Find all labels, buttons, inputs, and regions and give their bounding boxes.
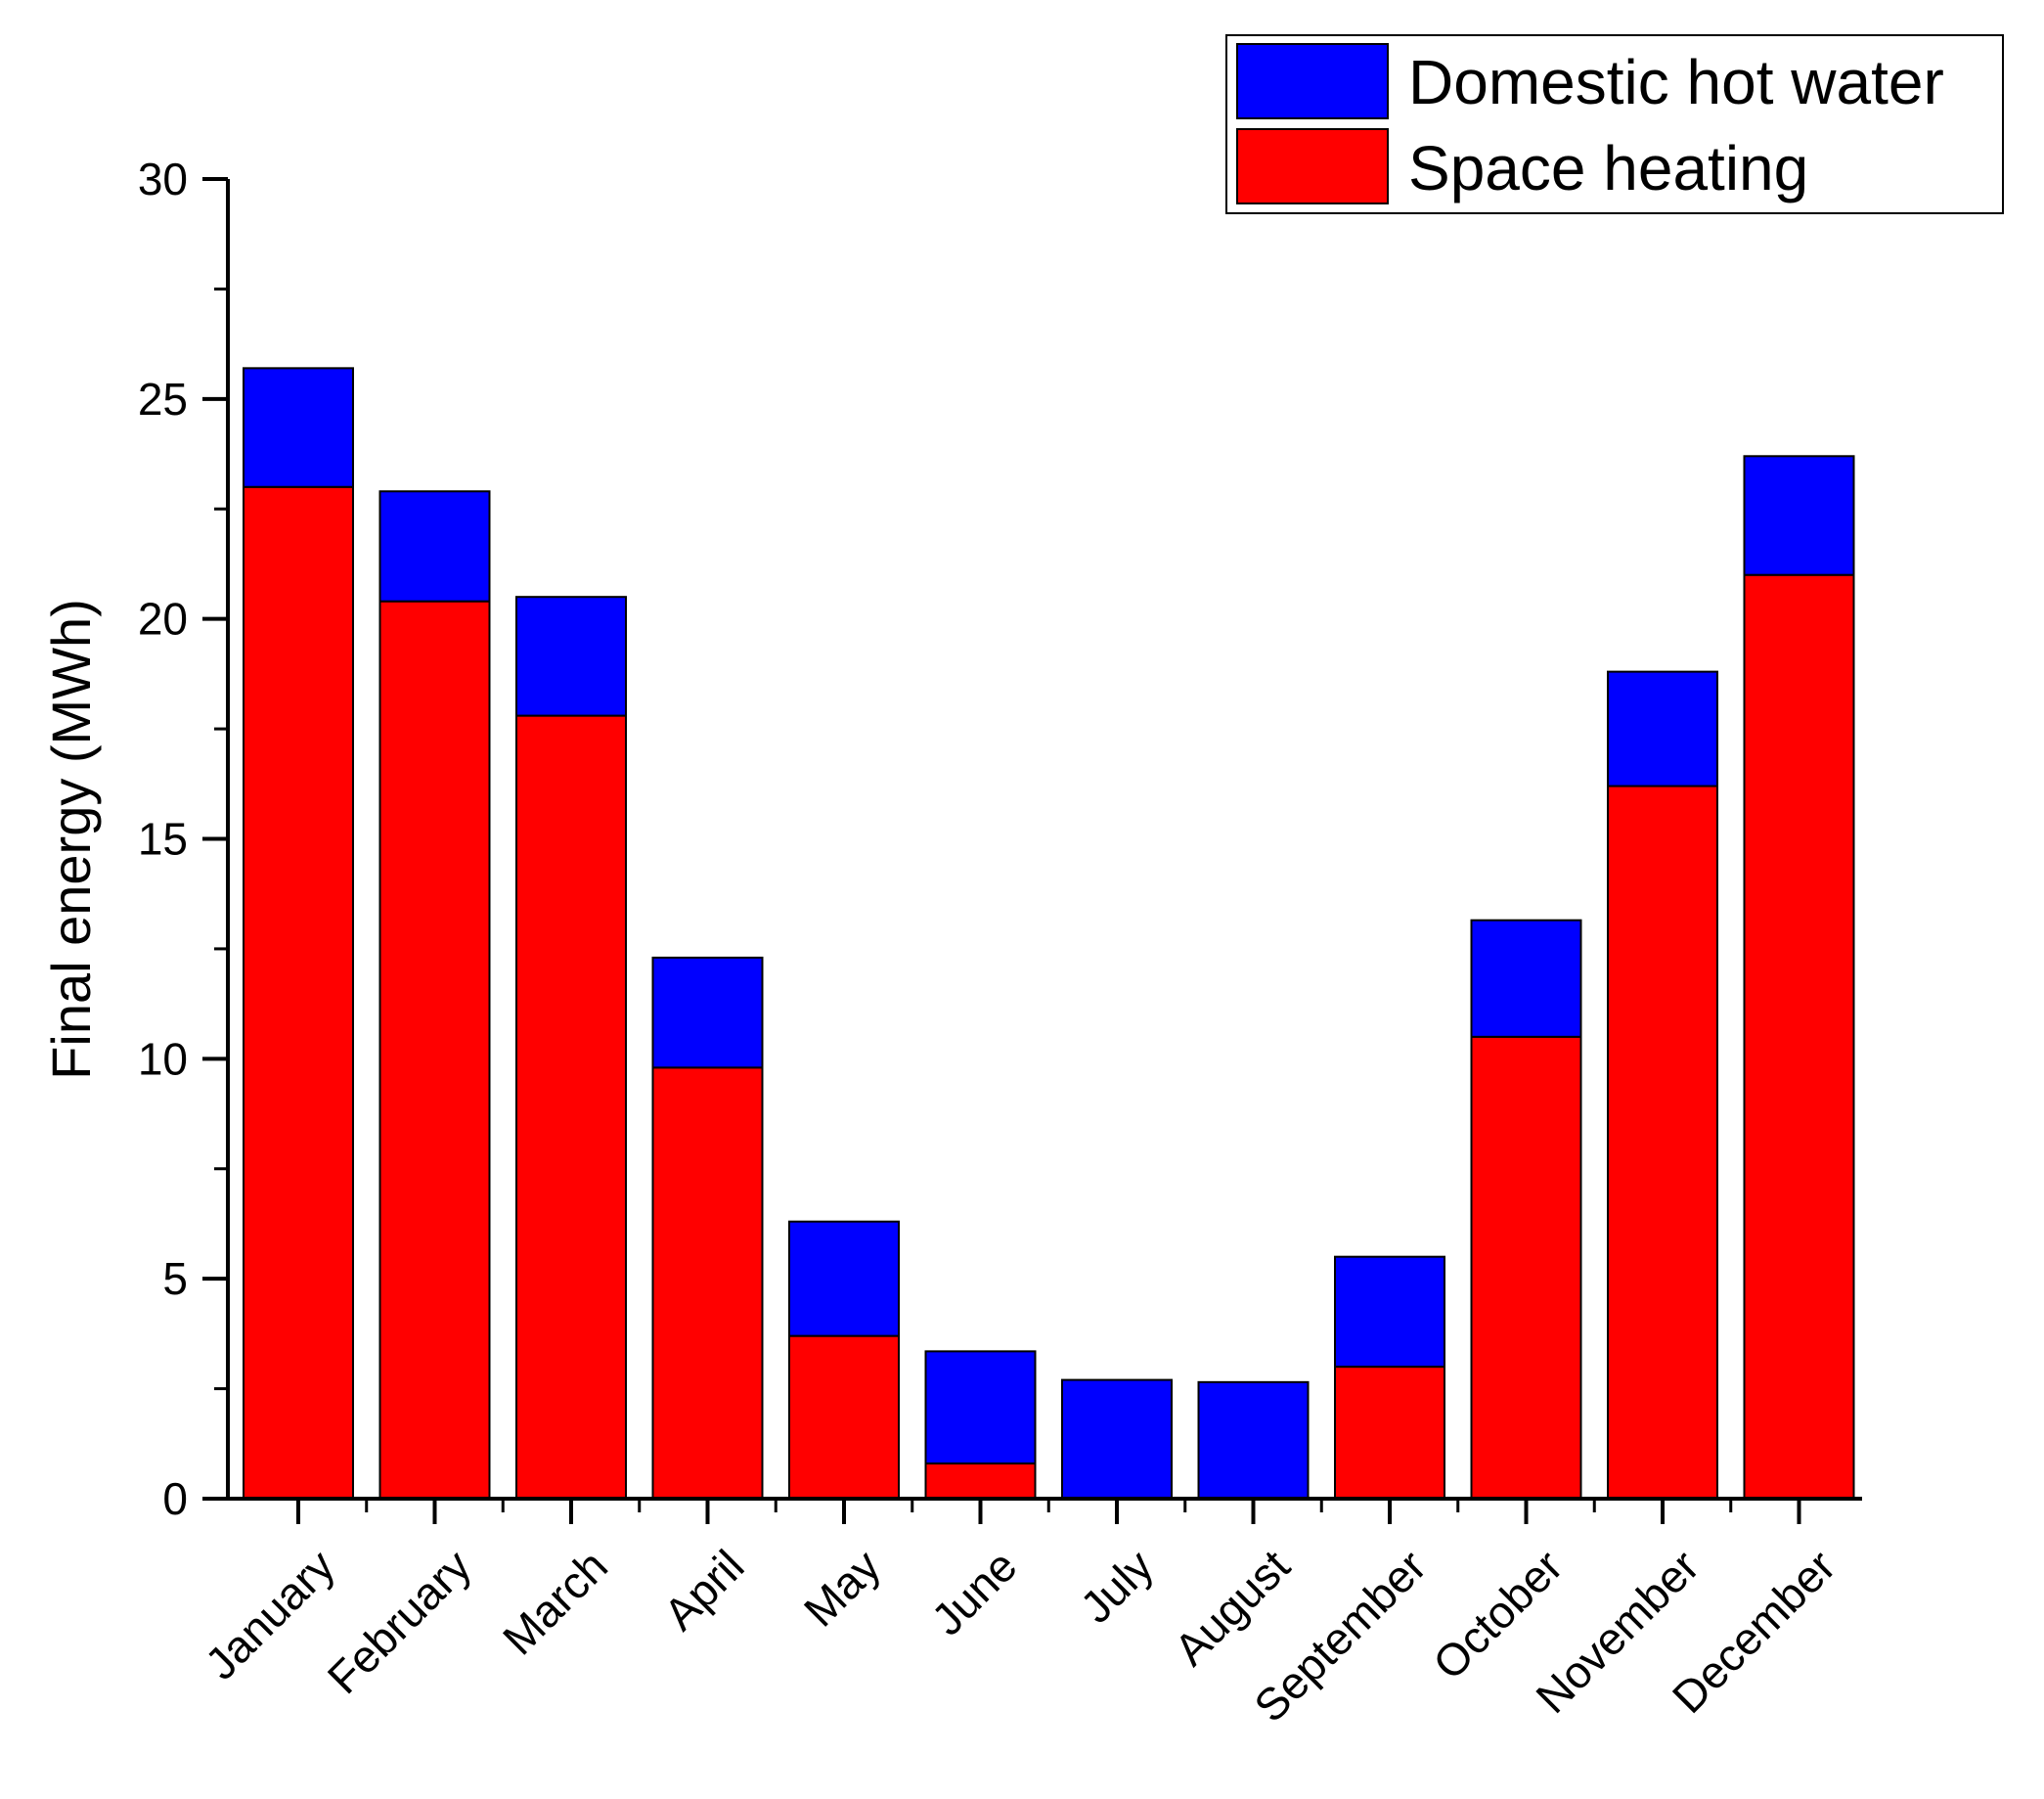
x-tick-label-may: May	[794, 1540, 890, 1636]
bar-domestic-hot-water-july	[1061, 1378, 1173, 1500]
legend-swatch-space-heating	[1236, 128, 1389, 204]
bar-domestic-hot-water-may	[788, 1220, 900, 1337]
bar-domestic-hot-water-march	[515, 596, 627, 717]
bar-space-heating-september	[1334, 1366, 1445, 1500]
bar-space-heating-april	[651, 1066, 764, 1500]
legend-label-space-heating: Space heating	[1408, 133, 1808, 203]
x-tick-label-march: March	[493, 1540, 617, 1664]
x-tick-label-february: February	[318, 1540, 481, 1703]
bar-space-heating-june	[924, 1462, 1037, 1500]
bar-space-heating-may	[788, 1334, 900, 1500]
bar-domestic-hot-water-february	[378, 490, 491, 603]
y-tick-label-25: 25	[138, 374, 188, 425]
bar-space-heating-december	[1743, 573, 1855, 1500]
x-tick-label-july: July	[1070, 1540, 1163, 1633]
bar-space-heating-january	[243, 485, 354, 1500]
x-tick-label-august: August	[1165, 1540, 1300, 1675]
bar-space-heating-october	[1470, 1035, 1582, 1500]
y-tick-label-10: 10	[138, 1033, 188, 1084]
bar-space-heating-november	[1607, 785, 1718, 1500]
y-axis-title: Final energy (MWh)	[40, 599, 102, 1080]
bar-domestic-hot-water-november	[1607, 670, 1718, 787]
bar-space-heating-march	[515, 714, 627, 1500]
bar-domestic-hot-water-september	[1334, 1255, 1445, 1369]
bar-space-heating-february	[378, 600, 491, 1500]
bar-domestic-hot-water-october	[1470, 919, 1582, 1038]
bar-domestic-hot-water-january	[243, 367, 354, 488]
x-tick-label-june: June	[921, 1540, 1026, 1644]
y-tick-label-30: 30	[138, 154, 188, 204]
y-tick-label-5: 5	[162, 1253, 188, 1304]
x-tick-label-april: April	[654, 1540, 754, 1640]
bars-group	[243, 367, 1855, 1501]
bar-domestic-hot-water-december	[1743, 455, 1855, 576]
legend-swatch-domestic-hot-water	[1236, 43, 1389, 119]
y-tick-label-20: 20	[138, 594, 188, 645]
legend: Domestic hot water Space heating	[1225, 34, 2004, 214]
y-tick-label-15: 15	[138, 814, 188, 865]
legend-label-domestic-hot-water: Domestic hot water	[1408, 47, 1944, 117]
bar-domestic-hot-water-june	[924, 1350, 1037, 1465]
y-tick-label-0: 0	[162, 1473, 188, 1524]
bar-domestic-hot-water-august	[1197, 1380, 1310, 1501]
bar-domestic-hot-water-april	[651, 956, 764, 1069]
y-ticks-group: 0 5 10 15 20 25 30	[138, 154, 228, 1524]
